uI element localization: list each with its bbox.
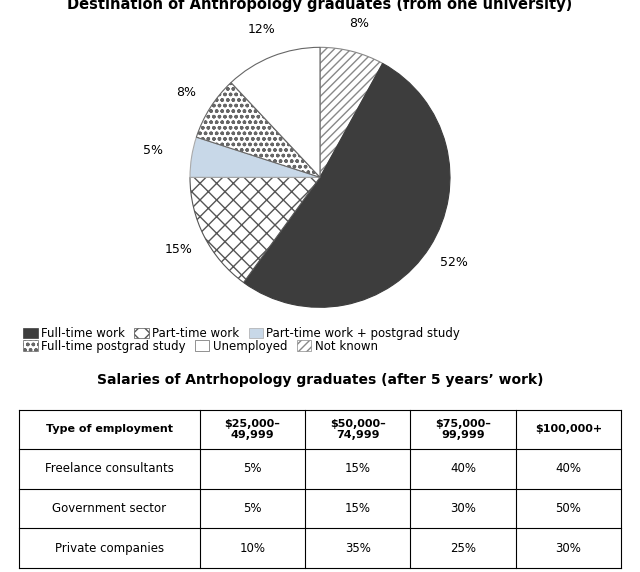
Text: 15%: 15% (344, 462, 371, 475)
Text: 40%: 40% (450, 462, 476, 475)
Text: Government sector: Government sector (52, 502, 166, 515)
Text: 25%: 25% (450, 542, 476, 555)
Text: 15%: 15% (164, 243, 193, 256)
Text: 12%: 12% (248, 23, 275, 37)
Text: 8%: 8% (349, 17, 369, 30)
Text: 35%: 35% (345, 542, 371, 555)
Title: Destination of Anthropology graduates (from one university): Destination of Anthropology graduates (f… (67, 0, 573, 12)
Legend: Full-time postgrad study, Unemployed, Not known: Full-time postgrad study, Unemployed, No… (19, 335, 382, 358)
Text: $25,000–
49,999: $25,000– 49,999 (225, 419, 280, 440)
Text: 30%: 30% (450, 502, 476, 515)
Text: 15%: 15% (344, 502, 371, 515)
Text: Type of employment: Type of employment (46, 424, 173, 434)
Text: 5%: 5% (143, 144, 163, 157)
Text: Freelance consultants: Freelance consultants (45, 462, 173, 475)
Text: $50,000–
74,999: $50,000– 74,999 (330, 419, 385, 440)
Text: 50%: 50% (556, 502, 581, 515)
Text: $75,000–
99,999: $75,000– 99,999 (435, 419, 491, 440)
Wedge shape (190, 177, 320, 283)
Text: 5%: 5% (243, 502, 262, 515)
Text: 8%: 8% (176, 86, 196, 99)
Text: $100,000+: $100,000+ (535, 424, 602, 434)
Text: 5%: 5% (243, 462, 262, 475)
Text: 52%: 52% (440, 256, 468, 269)
Text: Private companies: Private companies (54, 542, 164, 555)
Wedge shape (231, 47, 320, 177)
Text: 10%: 10% (239, 542, 265, 555)
Text: 30%: 30% (556, 542, 581, 555)
Text: 40%: 40% (556, 462, 581, 475)
Wedge shape (196, 82, 320, 177)
Wedge shape (190, 137, 320, 177)
Text: Salaries of Antrhopology graduates (after 5 years’ work): Salaries of Antrhopology graduates (afte… (97, 373, 543, 387)
Wedge shape (320, 47, 383, 177)
Wedge shape (244, 63, 450, 307)
